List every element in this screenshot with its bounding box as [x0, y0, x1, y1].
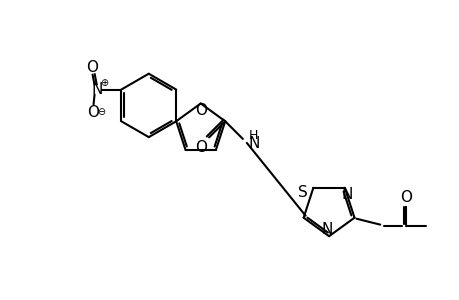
Text: ⊖: ⊖ — [97, 107, 105, 117]
Text: N: N — [92, 82, 103, 97]
Text: O: O — [194, 103, 206, 118]
Text: N: N — [248, 136, 260, 152]
Text: N: N — [341, 187, 352, 202]
Text: N: N — [321, 222, 332, 237]
Text: ⊕: ⊕ — [100, 78, 108, 88]
Text: O: O — [194, 140, 206, 155]
Text: O: O — [399, 190, 411, 206]
Text: H: H — [248, 129, 257, 142]
Text: S: S — [297, 185, 307, 200]
Text: O: O — [86, 60, 98, 75]
Text: O: O — [87, 105, 99, 120]
